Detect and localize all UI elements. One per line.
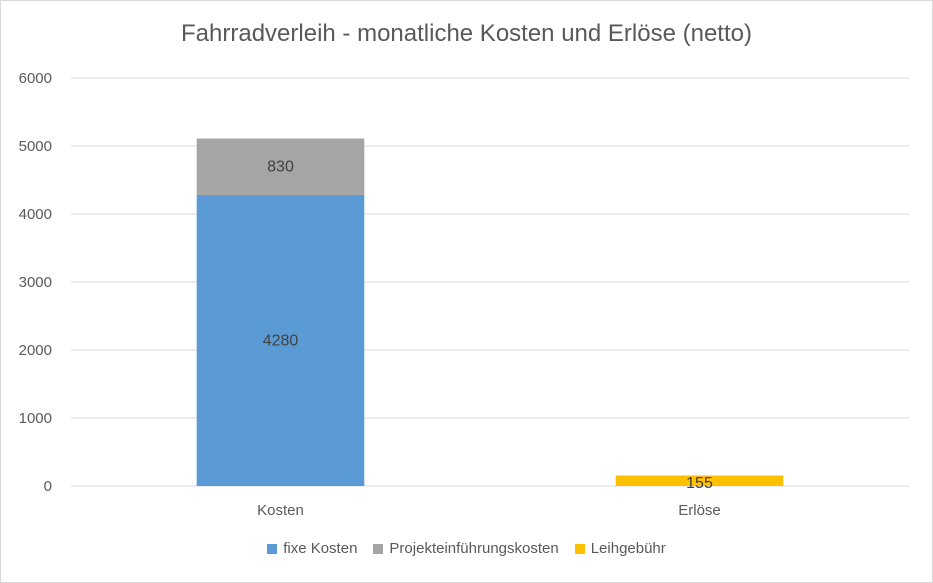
bar-kosten-1: [196, 138, 365, 195]
legend-label-leihgebuehr: Leihgebühr: [590, 540, 666, 557]
y-tick-label: 4000: [19, 206, 52, 223]
legend-item-fixe-kosten: fixe Kosten: [267, 540, 357, 557]
chart-title: Fahrradverleih - monatliche Kosten und E…: [181, 20, 752, 47]
y-axis-ticks: 0 1000 2000 3000 4000 5000 6000: [19, 70, 52, 495]
legend-item-leihgebuehr: Leihgebühr: [574, 540, 666, 557]
chart-legend: fixe Kosten Projekteinführungskosten Lei…: [0, 540, 933, 557]
bar-erlöse-2: [615, 475, 784, 486]
legend-label-fixe-kosten: fixe Kosten: [283, 540, 358, 557]
legend-swatch-fixe-kosten: [267, 543, 278, 554]
y-tick-label: 5000: [19, 138, 52, 155]
y-tick-label: 6000: [19, 70, 52, 87]
bar-kosten-0: [196, 194, 365, 486]
x-axis-ticks: Kosten Erlöse: [257, 502, 721, 519]
y-tick-label: 0: [44, 478, 52, 495]
x-tick-label: Kosten: [257, 502, 304, 519]
bars: 4280 830 155: [196, 138, 784, 492]
legend-item-projekteinfuehrungskosten: Projekteinführungskosten: [373, 540, 559, 557]
data-label: 155: [686, 475, 713, 492]
y-tick-label: 2000: [19, 342, 52, 359]
y-tick-label: 1000: [19, 410, 52, 427]
data-label: 4280: [263, 332, 299, 349]
legend-swatch-projekteinfuehrungskosten: [373, 543, 384, 554]
data-label: 830: [267, 159, 294, 176]
legend-swatch-leihgebuehr: [574, 543, 585, 554]
legend-label-projekteinfuehrungskosten: Projekteinführungskosten: [389, 540, 559, 557]
y-tick-label: 3000: [19, 274, 52, 291]
x-tick-label: Erlöse: [678, 502, 721, 519]
